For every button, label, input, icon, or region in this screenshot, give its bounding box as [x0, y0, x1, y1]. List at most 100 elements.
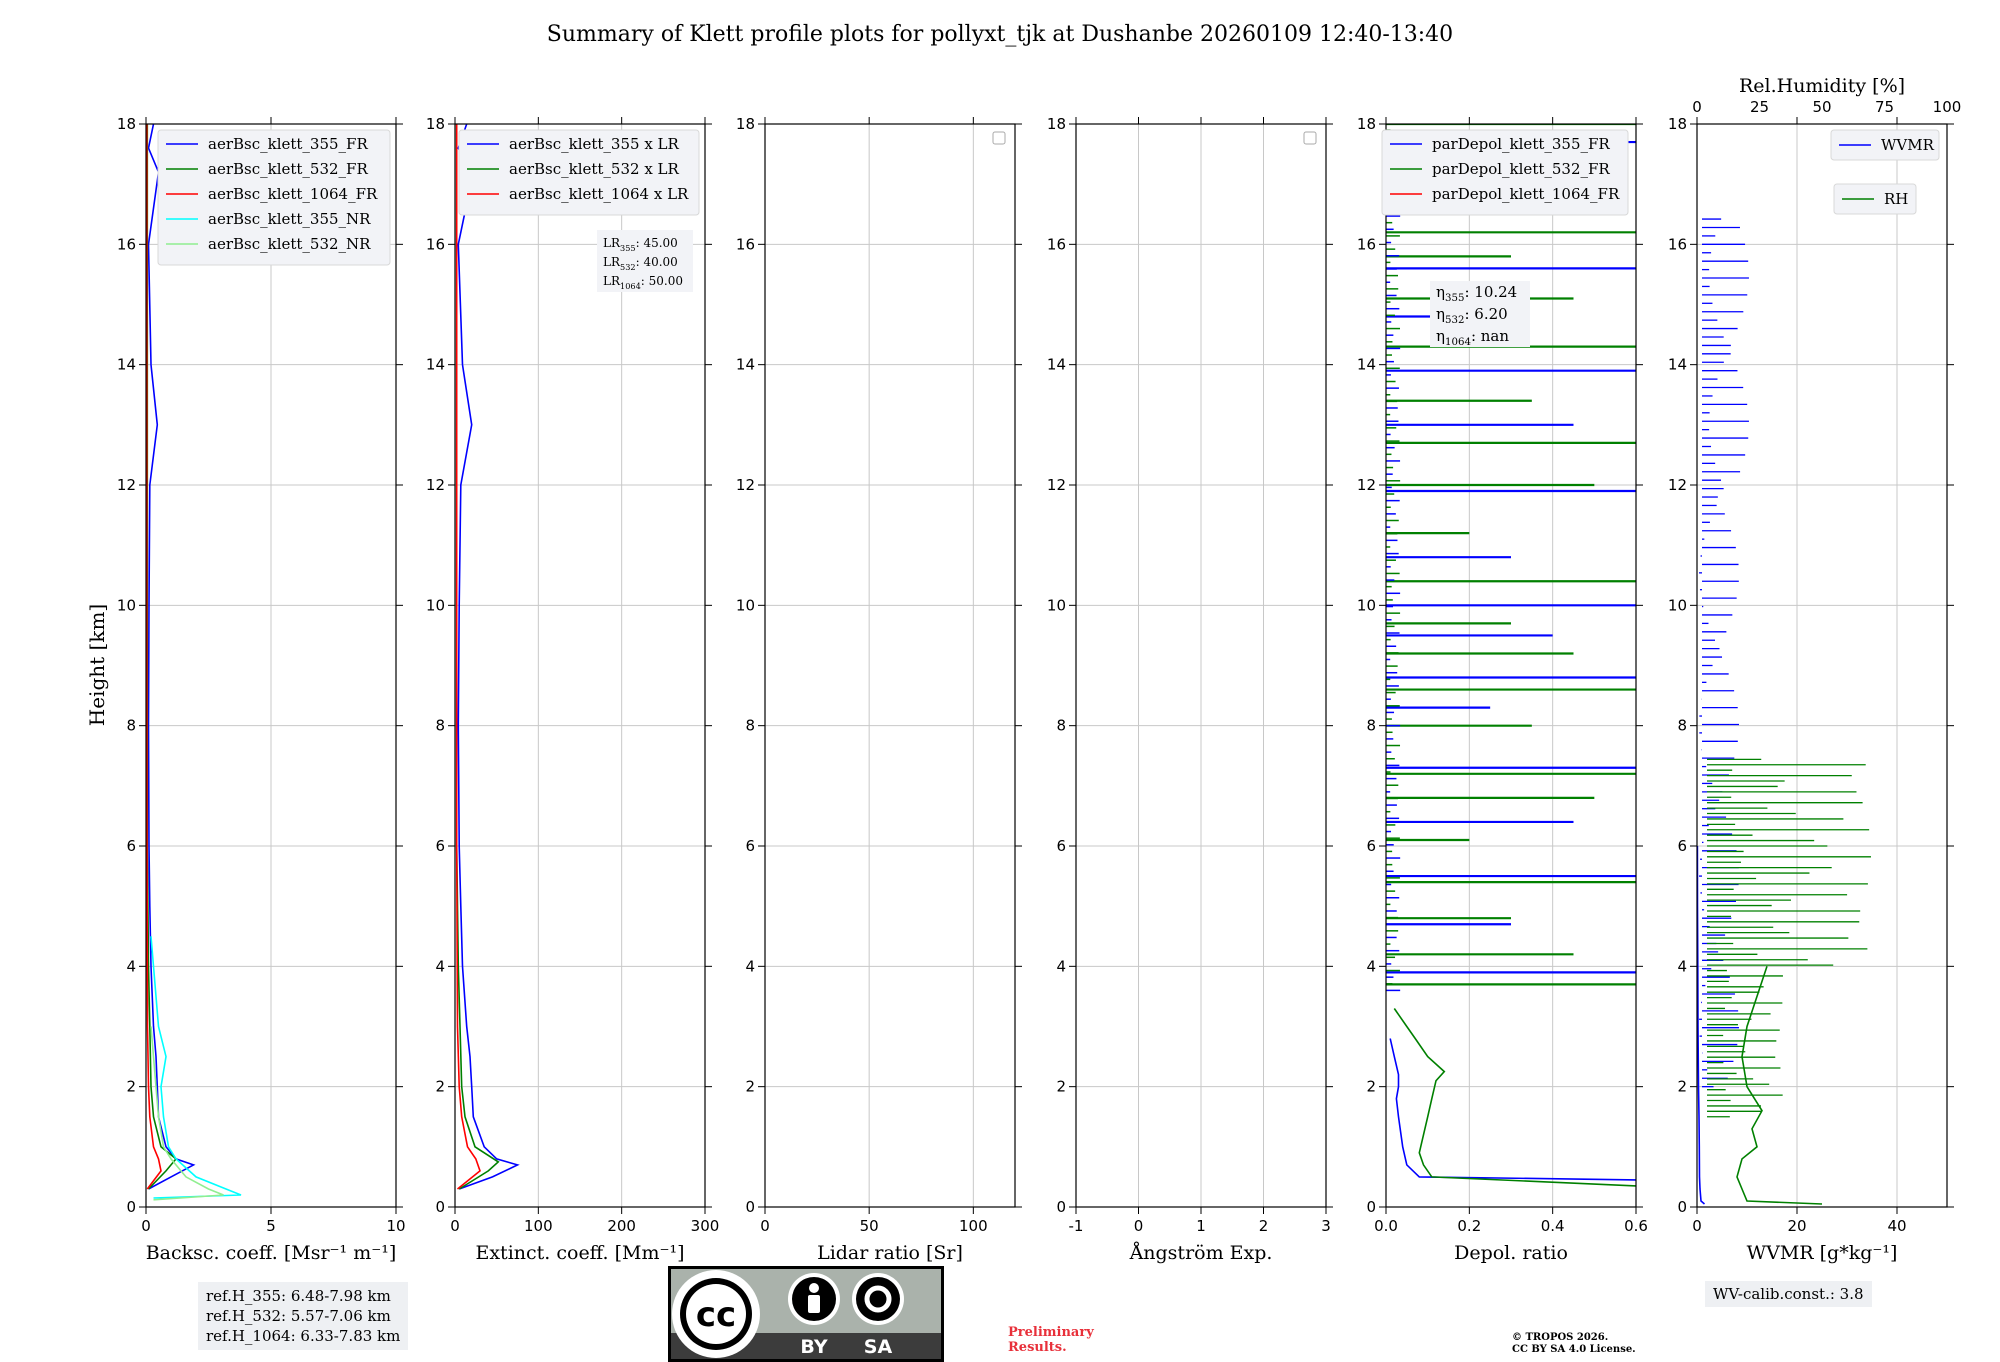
by-label: BY — [800, 1336, 827, 1358]
series-aerBsc_klett_532 x LR — [455, 124, 500, 1190]
x-tick-label: -1 — [1069, 1217, 1084, 1235]
legend-label: parDepol_klett_1064_FR — [1432, 185, 1620, 203]
series-aerBsc_klett_1064 x LR — [455, 124, 481, 1190]
legend-label: aerBsc_klett_355_NR — [208, 210, 371, 228]
y-tick-label: 18 — [117, 115, 136, 133]
empty-legend — [992, 131, 1006, 145]
y-tick-label: 14 — [1357, 356, 1376, 374]
by-person-head — [809, 1283, 819, 1293]
y-tick-label: 0 — [435, 1198, 445, 1216]
legend-box — [1381, 129, 1629, 216]
x-tick-label: 0 — [450, 1217, 460, 1235]
wv-calib-box: WV-calib.const.: 3.8 — [1705, 1281, 1872, 1307]
y-tick-label: 2 — [1366, 1078, 1376, 1096]
lr-value: LR532: 40.00 — [603, 255, 678, 272]
panel-dep: 0.0 0.2 0.4 0.6 0 2 4 6 8 10 12 14 16 18 Depol. ratio p… — [1357, 115, 1648, 1264]
y-tick-label: 6 — [745, 837, 755, 855]
x-tick-label: 0.2 — [1457, 1217, 1481, 1235]
y-tick-label: 2 — [126, 1078, 136, 1096]
by-person-body — [808, 1295, 820, 1313]
y-tick-label: 6 — [1056, 837, 1066, 855]
reference-height-box: ref.H_355: 6.48-7.98 km ref.H_532: 5.57-… — [198, 1282, 409, 1350]
axes-frame — [1385, 123, 1637, 1208]
series-parDepol_klett_532_FR — [1393, 1008, 1636, 1187]
y-tick-label: 8 — [1366, 717, 1376, 735]
preliminary-line-2: Results. — [1008, 1340, 1067, 1355]
eta-value: η1064: nan — [1436, 327, 1509, 348]
legend-box — [1830, 129, 1940, 161]
lr-value: LR355: 45.00 — [603, 236, 678, 253]
panel-bsc: 0 5 10 0 2 4 6 8 10 12 14 16 18 Backsc. coeff. [Msr⁻¹… — [117, 115, 406, 1264]
y-tick-label: 14 — [426, 356, 445, 374]
legend-label: aerBsc_klett_355 x LR — [509, 135, 680, 153]
legend-label: parDepol_klett_355_FR — [1432, 135, 1610, 153]
y-tick-label: 0 — [1366, 1198, 1376, 1216]
y-tick-label: 2 — [1056, 1078, 1066, 1096]
y-tick-label: 12 — [1668, 476, 1687, 494]
x-tick-label: 0.0 — [1374, 1217, 1398, 1235]
x-axis-label: Ångström Exp. — [1129, 1242, 1273, 1264]
panel-ext: 0 100 200 300 0 2 4 6 8 10 12 14 16 18 Extinct. coeff.… — [426, 115, 719, 1264]
legend-label: aerBsc_klett_532_NR — [208, 235, 371, 253]
x-tick-label: 100 — [959, 1217, 988, 1235]
eta-value: η532: 6.20 — [1436, 305, 1508, 326]
ref-height-532: ref.H_532: 5.57-7.06 km — [206, 1307, 391, 1325]
axes-frame — [1696, 123, 1948, 1208]
plot-area-dep — [1386, 124, 1636, 1187]
y-tick-label: 10 — [426, 596, 445, 614]
eta-box-bg — [1430, 281, 1530, 347]
series-aerBsc_klett_1064_FR — [146, 124, 162, 1190]
y-tick-label: 6 — [126, 837, 136, 855]
y-tick-label: 6 — [1677, 837, 1687, 855]
x-tick-label: 0 — [1134, 1217, 1144, 1235]
x-tick-label: 2 — [1259, 1217, 1269, 1235]
y-tick-label: 16 — [426, 235, 445, 253]
x-tick-label: 50 — [860, 1217, 879, 1235]
series-aerBsc_klett_355 x LR — [457, 124, 520, 1190]
preliminary-line-1: Preliminary — [1008, 1325, 1094, 1340]
ref-height-355: ref.H_355: 6.48-7.98 km — [206, 1287, 391, 1305]
y-tick-label: 0 — [1677, 1198, 1687, 1216]
sa-share-icon — [856, 1277, 900, 1321]
x-tick-label: 0 — [1692, 1217, 1702, 1235]
legend-label: parDepol_klett_532_FR — [1432, 160, 1610, 178]
preliminary-note: Preliminary Results. — [1008, 1325, 1128, 1355]
y-tick-label: 16 — [736, 235, 755, 253]
y-tick-label: 18 — [426, 115, 445, 133]
x-tick-label: 0 — [760, 1217, 770, 1235]
y-tick-label: 14 — [736, 356, 755, 374]
y-tick-label: 2 — [745, 1078, 755, 1096]
cc-by-sa-logo: cc BY SA — [668, 1266, 944, 1362]
y-tick-label: 0 — [745, 1198, 755, 1216]
x-axis-label: Backsc. coeff. [Msr⁻¹ m⁻¹] — [146, 1242, 397, 1264]
series-aerBsc_klett_532_NR — [150, 1026, 224, 1201]
legend-label: aerBsc_klett_532 x LR — [509, 160, 680, 178]
x2-tick-label: 100 — [1933, 98, 1962, 116]
y-tick-label: 18 — [1357, 115, 1376, 133]
x2-tick-label: 50 — [1812, 98, 1831, 116]
axes-frame — [764, 123, 1016, 1208]
cc-icon-inner — [686, 1284, 746, 1344]
y-tick-label: 10 — [736, 596, 755, 614]
x-tick-label: 0.4 — [1541, 1217, 1565, 1235]
copyright-line-1: © TROPOS 2026. — [1512, 1332, 1609, 1343]
y-tick-label: 18 — [1047, 115, 1066, 133]
legend-label: RH — [1884, 190, 1908, 208]
legend-box — [1833, 183, 1917, 215]
y-tick-label: 12 — [1357, 476, 1376, 494]
legend-label: WVMR — [1881, 136, 1935, 154]
ref-height-1064: ref.H_1064: 6.33-7.83 km — [206, 1327, 401, 1345]
legend-box — [458, 129, 700, 216]
legend-box — [157, 129, 391, 266]
x2-tick-label: 75 — [1875, 98, 1894, 116]
sa-label: SA — [864, 1336, 893, 1358]
x-tick-label: 10 — [386, 1217, 405, 1235]
legend-ext: aerBsc_klett_355 x LR aerBsc_klett_532 x … — [458, 129, 700, 216]
legend-label: aerBsc_klett_1064_FR — [208, 185, 378, 203]
y-tick-label: 14 — [1047, 356, 1066, 374]
legend-bsc: aerBsc_klett_355_FR aerBsc_klett_532_FRae… — [157, 129, 391, 266]
x-tick-label: 5 — [266, 1217, 276, 1235]
y-tick-label: 18 — [736, 115, 755, 133]
